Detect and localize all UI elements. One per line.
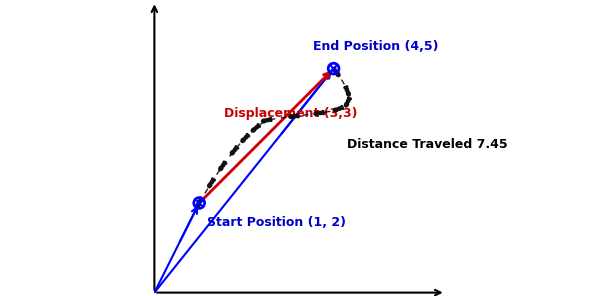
Circle shape	[225, 163, 227, 164]
Ellipse shape	[314, 112, 319, 115]
Ellipse shape	[254, 126, 259, 129]
Ellipse shape	[344, 102, 349, 107]
Circle shape	[270, 118, 271, 119]
Circle shape	[200, 197, 202, 199]
Circle shape	[212, 179, 214, 180]
Text: Displacement (3,3): Displacement (3,3)	[224, 107, 358, 120]
Circle shape	[248, 135, 250, 137]
Ellipse shape	[221, 163, 225, 167]
Ellipse shape	[334, 69, 337, 73]
Text: Distance Traveled 7.45: Distance Traveled 7.45	[347, 138, 508, 151]
Ellipse shape	[208, 183, 212, 188]
Circle shape	[333, 68, 335, 70]
Circle shape	[212, 178, 213, 180]
Circle shape	[246, 133, 248, 135]
Circle shape	[341, 106, 343, 107]
Circle shape	[202, 198, 203, 200]
Ellipse shape	[319, 111, 323, 115]
Circle shape	[270, 119, 272, 120]
Ellipse shape	[230, 150, 235, 155]
Circle shape	[346, 86, 348, 88]
Ellipse shape	[233, 147, 237, 152]
Text: Start Position (1, 2): Start Position (1, 2)	[207, 215, 346, 229]
Ellipse shape	[337, 107, 341, 110]
Circle shape	[257, 124, 259, 126]
Ellipse shape	[334, 108, 338, 112]
Ellipse shape	[346, 99, 350, 103]
Ellipse shape	[251, 128, 256, 132]
Circle shape	[270, 120, 272, 121]
Circle shape	[297, 114, 299, 115]
Circle shape	[341, 107, 343, 108]
Circle shape	[223, 161, 225, 163]
Circle shape	[258, 125, 260, 126]
Ellipse shape	[346, 91, 350, 96]
Ellipse shape	[266, 118, 270, 122]
Circle shape	[349, 97, 350, 99]
Ellipse shape	[210, 180, 214, 184]
Ellipse shape	[289, 115, 294, 118]
Circle shape	[247, 134, 249, 136]
Ellipse shape	[219, 166, 223, 170]
Circle shape	[298, 115, 299, 117]
Ellipse shape	[262, 119, 266, 123]
Ellipse shape	[244, 135, 248, 139]
Ellipse shape	[199, 199, 202, 203]
Circle shape	[235, 146, 237, 147]
Circle shape	[298, 116, 299, 118]
Ellipse shape	[241, 138, 245, 142]
Circle shape	[323, 113, 324, 115]
Circle shape	[342, 108, 343, 110]
Text: End Position (4,5): End Position (4,5)	[313, 40, 439, 53]
Ellipse shape	[196, 202, 200, 207]
Ellipse shape	[293, 115, 298, 118]
Circle shape	[224, 162, 226, 163]
Ellipse shape	[345, 88, 349, 92]
Circle shape	[334, 67, 335, 69]
Circle shape	[322, 110, 324, 112]
Ellipse shape	[336, 72, 340, 77]
Circle shape	[236, 147, 238, 148]
Circle shape	[344, 87, 346, 89]
Circle shape	[237, 147, 239, 149]
Circle shape	[345, 86, 347, 88]
Circle shape	[259, 126, 260, 127]
Circle shape	[201, 198, 203, 199]
Circle shape	[350, 98, 351, 100]
Circle shape	[322, 112, 324, 113]
Circle shape	[332, 69, 334, 70]
Circle shape	[214, 179, 215, 181]
Circle shape	[347, 97, 349, 99]
